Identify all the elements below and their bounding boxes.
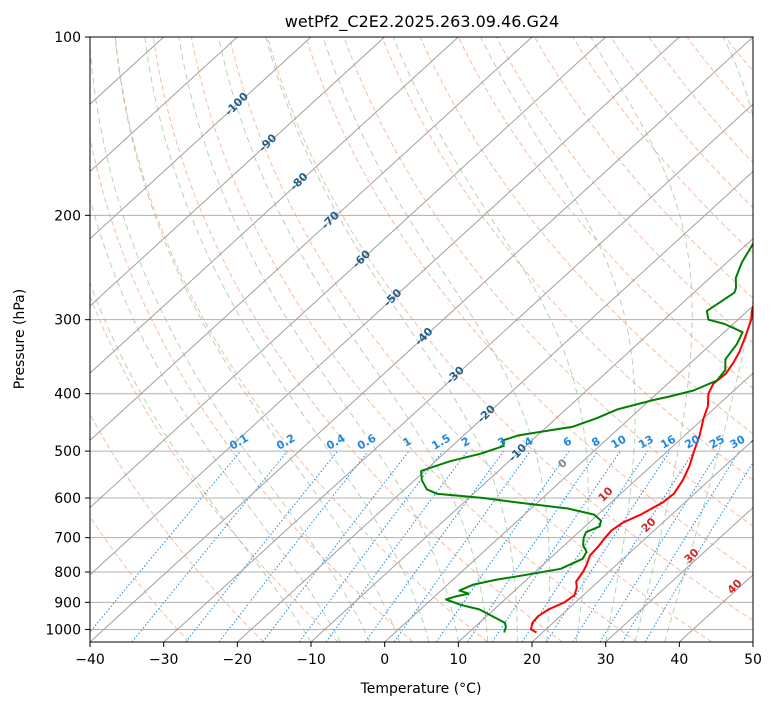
mixing-ratio-line <box>545 450 671 642</box>
isotherm <box>310 237 753 642</box>
y-tick-label: 700 <box>54 531 81 547</box>
moist-adiabat <box>480 37 636 642</box>
mixing-ratio-line <box>572 450 695 642</box>
x-tick-label: −40 <box>75 652 105 668</box>
isotherm <box>163 103 753 642</box>
x-tick-label: −20 <box>223 652 253 668</box>
dry-adiabat <box>495 37 753 344</box>
moist-adiabat <box>392 37 589 642</box>
dry-adiabat <box>114 37 488 642</box>
mixing-ratio-line <box>599 450 720 642</box>
dry-adiabat <box>343 37 753 527</box>
dry-adiabat <box>229 37 712 642</box>
x-tick-label: 50 <box>744 652 762 668</box>
y-tick-label: 1000 <box>45 622 81 638</box>
temperature-profile <box>530 303 753 634</box>
dry-adiabat <box>90 412 264 642</box>
isotherm <box>90 37 607 509</box>
y-tick-label: 300 <box>54 313 81 329</box>
moist-adiabat <box>90 42 371 642</box>
mixing-ratio-line <box>621 450 740 642</box>
moist-adiabat <box>664 37 753 642</box>
mixing-ratio-line <box>218 450 369 642</box>
y-tick-label: 800 <box>54 565 81 581</box>
mixing-ratio-line <box>467 450 599 642</box>
x-tick-label: 40 <box>670 652 688 668</box>
isotherm <box>90 37 238 173</box>
isotherm <box>90 37 753 642</box>
isotherm <box>605 506 753 642</box>
x-tick-label: −10 <box>296 652 326 668</box>
isotherm <box>457 372 753 642</box>
dewpoint-profile <box>420 241 753 633</box>
mixing-ratio-line <box>521 450 649 642</box>
x-tick-label: 20 <box>523 652 541 668</box>
isotherm <box>90 37 312 240</box>
dry-adiabat <box>419 37 753 435</box>
moist-adiabat <box>114 37 400 642</box>
mixing-ratio-label: 36 <box>748 432 768 451</box>
dry-adiabat <box>534 37 753 299</box>
isotherms <box>90 37 753 642</box>
moist-adiabat <box>218 37 489 642</box>
dry-adiabat <box>152 37 563 642</box>
mixing-ratio-line <box>491 450 621 642</box>
mixing-ratio-line <box>364 450 505 642</box>
moist-adiabat <box>265 37 518 642</box>
dry-adiabat <box>267 37 753 622</box>
y-tick-label: 400 <box>54 387 81 403</box>
pressure-gridlines <box>90 37 753 630</box>
isotherm <box>531 439 753 642</box>
mixing-ratio-line <box>435 450 570 642</box>
dry-adiabat <box>457 37 753 389</box>
dry-adiabat <box>190 37 638 642</box>
isotherm <box>384 305 753 642</box>
x-tick-label: −30 <box>149 652 179 668</box>
x-tick-label: 30 <box>597 652 615 668</box>
chart-title: wetPf2_C2E2.2025.263.09.46.G24 <box>285 12 559 32</box>
y-tick-label: 100 <box>54 30 81 46</box>
isotherm <box>90 37 680 576</box>
y-axis-title: Pressure (hPa) <box>12 289 28 389</box>
axes: −40 −30 −20 −10 0 10 20 30 40 50 100 200 300 400 500 60… <box>45 30 762 668</box>
isotherm <box>90 37 459 374</box>
dry-adiabat <box>381 37 753 481</box>
isotherm <box>90 37 386 307</box>
mixing-ratio-line <box>644 461 753 642</box>
mixing-ratio-line <box>262 450 410 642</box>
y-tick-label: 600 <box>54 491 81 507</box>
isotherm <box>90 37 533 442</box>
x-tick-label: 0 <box>380 652 389 668</box>
plot-area: 0.10.20.40.611.52346810131620253036-100-… <box>90 37 768 642</box>
moist-adiabat <box>144 37 430 642</box>
sounding-profiles <box>420 241 753 634</box>
x-tick-label: 10 <box>449 652 467 668</box>
mixing-ratio-lines <box>90 450 753 642</box>
moist-adiabat <box>590 37 693 642</box>
isotherm <box>236 170 753 642</box>
x-axis-title: Temperature (°C) <box>360 681 482 697</box>
mixing-ratio-line <box>325 450 468 642</box>
dry-adiabats <box>90 37 753 642</box>
mixing-ratio-line <box>298 450 444 642</box>
y-tick-label: 500 <box>54 444 81 460</box>
y-tick-label: 900 <box>54 595 81 611</box>
y-tick-label: 200 <box>54 208 81 224</box>
dry-adiabat <box>305 37 753 574</box>
plot-frame <box>89 36 754 643</box>
